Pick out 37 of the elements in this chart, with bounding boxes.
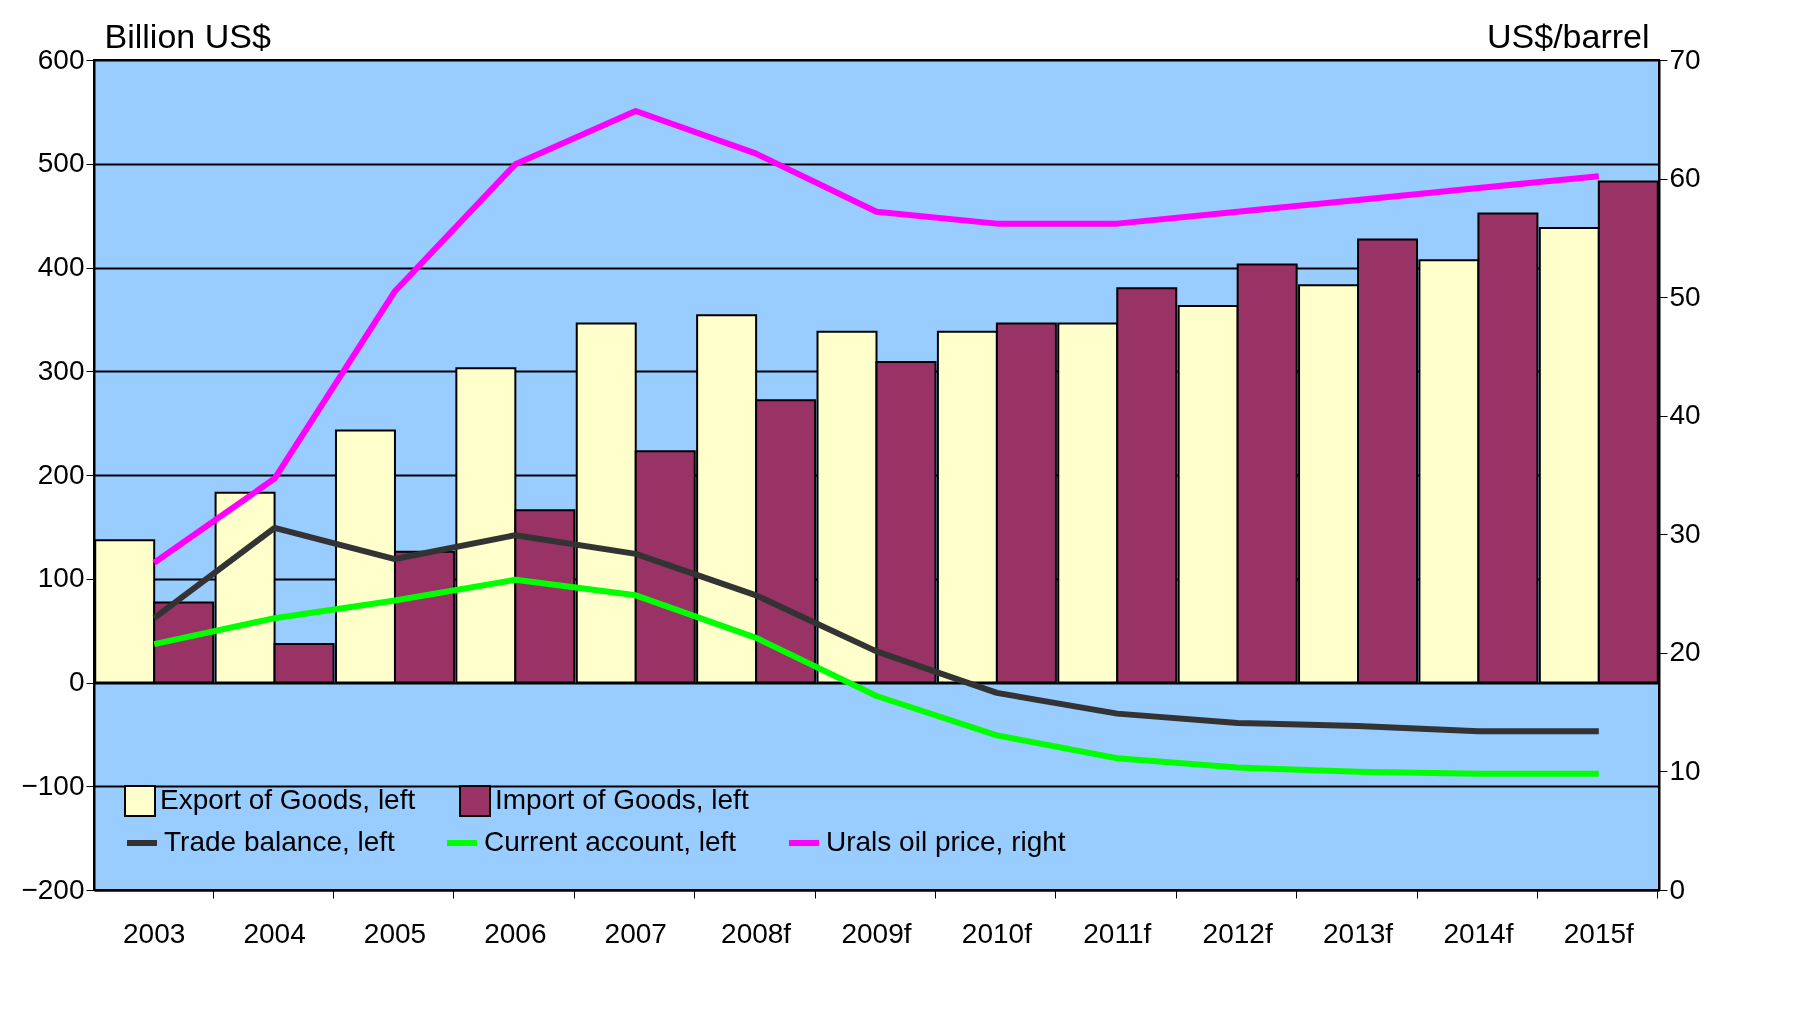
- legend-label: Export of Goods, left: [160, 784, 416, 815]
- legend-label: Import of Goods, left: [495, 784, 749, 815]
- x-tick-label: 2009f: [841, 917, 912, 949]
- x-tick-label: 2015f: [1563, 917, 1635, 949]
- y-tick-label: 300: [37, 354, 85, 386]
- y-tick-label: 0: [68, 666, 85, 697]
- y-axis-title: Billion US$: [104, 16, 271, 55]
- legend-label: Trade balance, left: [164, 826, 396, 857]
- y2-tick-label: 70: [1669, 43, 1701, 75]
- y-tick-label: 600: [37, 43, 85, 75]
- y-tick-label: −100: [21, 769, 85, 801]
- y-tick-label: 400: [37, 251, 85, 282]
- legend-label: Urals oil price, right: [826, 826, 1066, 857]
- x-tick-label: 2012f: [1202, 917, 1273, 949]
- y-tick-label: 200: [37, 458, 85, 490]
- legend-label: Current account, left: [484, 826, 737, 857]
- x-tick-label: 2005: [363, 917, 427, 949]
- y2-tick-label: 40: [1669, 399, 1701, 431]
- x-tick-label: 2007: [604, 917, 667, 949]
- x-tick-label: 2008f: [721, 917, 792, 949]
- y-tick-label: 100: [37, 562, 85, 594]
- y-tick-label: 500: [37, 147, 85, 179]
- y2-tick-label: 60: [1669, 162, 1701, 194]
- y2-tick-label: 20: [1669, 636, 1701, 668]
- y2-tick-label: 10: [1669, 754, 1701, 786]
- x-tick-label: 2011f: [1083, 917, 1152, 949]
- x-tick-label: 2003: [123, 917, 186, 949]
- y2-axis-title: US$/barrel: [1486, 16, 1650, 55]
- x-tick-label: 2004: [243, 917, 306, 949]
- y-tick-label: −200: [21, 873, 85, 905]
- y2-tick-label: 50: [1669, 280, 1701, 312]
- y2-tick-label: 0: [1669, 873, 1686, 905]
- x-tick-label: 2006: [484, 917, 547, 949]
- x-tick-label: 2013f: [1323, 917, 1394, 949]
- x-tick-label: 2010f: [961, 917, 1033, 949]
- x-tick-label: 2014f: [1443, 917, 1514, 949]
- y2-tick-label: 30: [1669, 517, 1701, 549]
